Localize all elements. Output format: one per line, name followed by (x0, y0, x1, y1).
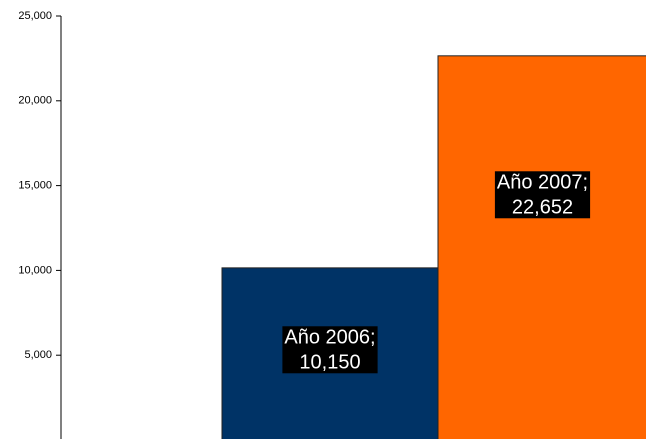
data-label-category: Año 2006; (284, 326, 375, 348)
y-tick-label: 15,000 (18, 180, 52, 192)
y-tick-label: 5,000 (24, 349, 52, 361)
data-label-bg (494, 171, 591, 219)
data-label: 10,150 (299, 351, 360, 373)
y-tick-label: 20,000 (18, 95, 52, 107)
data-label: 22,652 (512, 196, 573, 218)
bar (437, 55, 646, 439)
data-label-bg (282, 326, 378, 374)
y-tick-label: 25,000 (18, 10, 52, 22)
data-label-category: Año 2007; (497, 171, 588, 193)
y-tick-label: 10,000 (18, 264, 52, 276)
